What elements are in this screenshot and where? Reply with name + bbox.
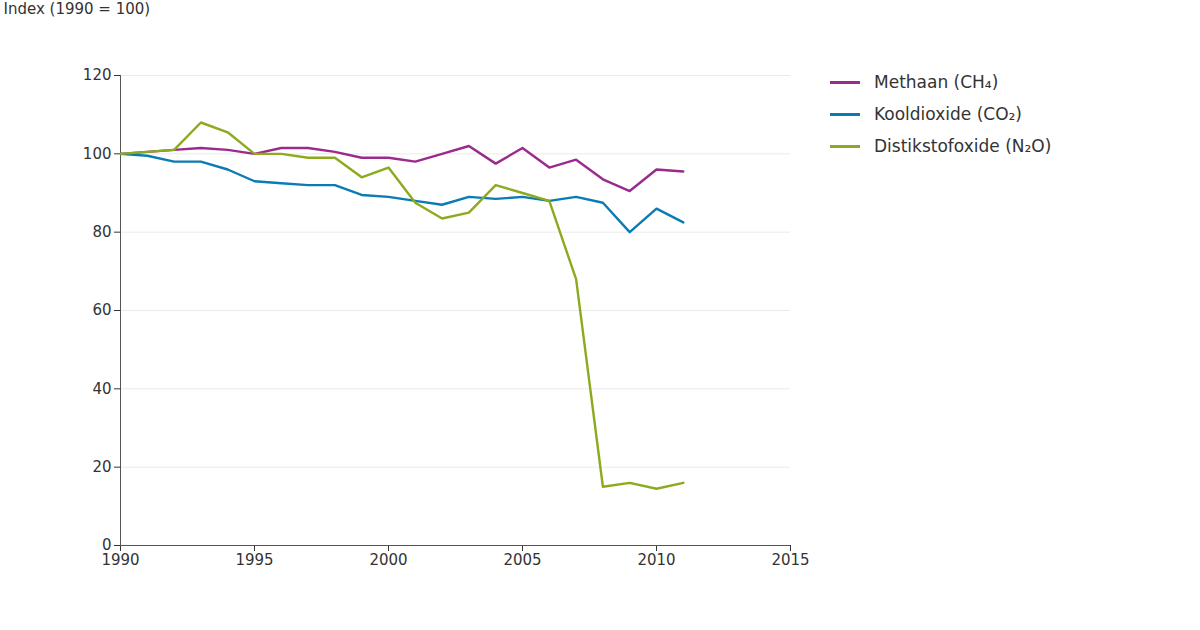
svg-text:1995: 1995 bbox=[235, 551, 273, 569]
svg-text:40: 40 bbox=[92, 380, 111, 398]
svg-text:2000: 2000 bbox=[369, 551, 407, 569]
svg-text:2005: 2005 bbox=[503, 551, 541, 569]
svg-text:80: 80 bbox=[92, 223, 111, 241]
svg-text:100: 100 bbox=[83, 145, 112, 163]
html-text:Distikstofoxide (N₂O): Distikstofoxide (N₂O) bbox=[874, 136, 1052, 156]
html-text:Methaan (CH₄): Methaan (CH₄) bbox=[874, 72, 999, 92]
svg-text:60: 60 bbox=[92, 301, 111, 319]
svg-text:Index (1990 = 100): Index (1990 = 100) bbox=[4, 0, 151, 18]
svg-text:0: 0 bbox=[102, 536, 112, 555]
svg-text:120: 120 bbox=[83, 66, 112, 84]
html-text:Kooldioxide (CO₂): Kooldioxide (CO₂) bbox=[874, 104, 1022, 124]
svg-text:20: 20 bbox=[92, 458, 111, 476]
svg-text:2010: 2010 bbox=[637, 551, 675, 569]
svg-text:2015: 2015 bbox=[771, 551, 809, 569]
svg-text:1990: 1990 bbox=[101, 551, 139, 569]
